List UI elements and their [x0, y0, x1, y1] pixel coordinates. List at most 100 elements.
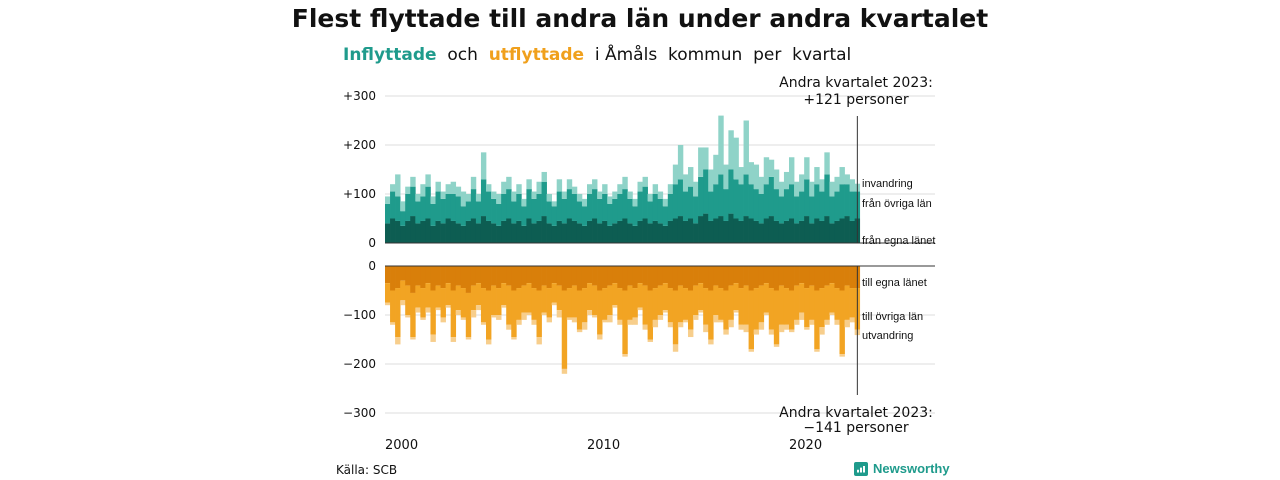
bar-out-other — [602, 288, 608, 320]
bar-out-local — [814, 266, 820, 291]
bar-out-emigration — [773, 344, 780, 347]
bar-out-local — [536, 266, 542, 291]
bar-in-other — [632, 206, 638, 226]
bar-out-other — [475, 283, 482, 306]
bar-out-local — [667, 266, 674, 289]
bar-in-immigration — [465, 194, 472, 202]
bar-in-local — [713, 218, 719, 243]
bar-in-local — [768, 216, 775, 243]
bar-in-immigration — [763, 157, 770, 185]
bar-in-immigration — [425, 174, 431, 187]
bar-out-local — [829, 266, 835, 284]
bar-out-emigration — [455, 310, 462, 315]
bar-in-other — [465, 201, 472, 221]
bar-out-emigration — [496, 315, 502, 320]
bar-out-local — [708, 266, 714, 291]
bar-out-other — [450, 290, 457, 338]
bar-out-emigration — [566, 317, 573, 320]
bar-in-local — [541, 216, 547, 243]
bar-in-other — [809, 196, 815, 224]
bar-in-local — [844, 216, 850, 243]
bar-out-emigration — [526, 312, 532, 315]
bar-in-other — [571, 194, 578, 221]
bar-out-emigration — [819, 327, 825, 335]
bar-out-emigration — [834, 319, 840, 325]
bar-in-other — [642, 186, 648, 219]
bar-in-local — [506, 218, 512, 243]
y-tick-label: +100 — [343, 187, 376, 201]
bar-out-emigration — [652, 319, 659, 328]
bar-out-other — [501, 283, 507, 306]
bar-out-emigration — [743, 324, 749, 333]
bar-in-local — [698, 216, 704, 243]
bar-in-other — [672, 184, 679, 219]
bar-in-local — [561, 223, 568, 243]
bar-in-immigration — [496, 194, 502, 204]
bar-in-immigration — [541, 171, 547, 182]
bar-in-immigration — [460, 191, 467, 207]
bar-in-local — [435, 220, 441, 243]
bar-in-immigration — [430, 196, 436, 204]
bar-out-local — [627, 266, 633, 286]
bar-out-emigration — [602, 319, 608, 323]
bar-out-local — [682, 266, 689, 289]
bar-in-immigration — [682, 174, 689, 192]
bar-in-other — [576, 201, 583, 224]
chart-title: Flest flyttade till andra län under andr… — [291, 4, 989, 33]
bar-in-local — [617, 220, 623, 243]
bar-in-other — [708, 191, 714, 221]
bar-out-local — [425, 266, 431, 284]
bar-in-immigration — [531, 191, 537, 199]
bar-in-local — [682, 220, 689, 243]
bar-in-immigration — [470, 176, 477, 190]
bar-in-other — [783, 189, 790, 221]
bar-in-local — [536, 220, 542, 243]
bar-in-other — [652, 194, 659, 221]
bar-out-local — [763, 266, 770, 284]
bar-in-immigration — [642, 176, 648, 187]
bar-in-immigration — [475, 194, 482, 202]
bar-in-local — [753, 220, 760, 243]
bar-in-immigration — [576, 194, 583, 202]
bar-in-local — [789, 218, 795, 243]
bar-out-local — [789, 266, 795, 291]
bar-in-other — [526, 189, 532, 219]
bar-out-other — [743, 285, 749, 325]
bar-out-other — [763, 283, 770, 313]
bar-out-emigration — [662, 310, 669, 313]
bar-out-local — [491, 266, 497, 286]
bar-out-other — [758, 285, 765, 323]
bar-in-other — [622, 189, 628, 219]
bar-in-local — [475, 223, 482, 243]
bar-in-other — [475, 201, 482, 224]
bar-in-immigration — [748, 162, 754, 185]
bar-in-immigration — [723, 164, 729, 190]
bar-out-other — [465, 292, 472, 338]
bar-out-emigration — [465, 337, 472, 340]
bar-in-other — [425, 186, 431, 219]
bar-out-other — [667, 288, 674, 323]
bar-in-other — [662, 206, 669, 226]
bar-out-emigration — [561, 368, 568, 374]
bar-in-immigration — [677, 145, 684, 180]
bar-in-immigration — [778, 181, 785, 197]
bar-out-other — [637, 283, 643, 308]
bar-out-other — [576, 290, 583, 330]
bar-in-other — [607, 203, 613, 226]
bar-in-immigration — [804, 157, 810, 180]
bar-in-other — [723, 189, 729, 221]
series-label-top: från egna länet — [862, 235, 935, 247]
bar-out-emigration — [501, 305, 507, 308]
bar-out-other — [804, 288, 810, 328]
bar-in-local — [410, 216, 416, 243]
bar-in-local — [622, 218, 628, 243]
bar-in-other — [794, 196, 800, 224]
bar-out-other — [839, 290, 845, 355]
bar-out-other — [819, 288, 825, 328]
bar-in-immigration — [546, 194, 552, 202]
bar-out-other — [496, 288, 502, 315]
bar-out-other — [597, 290, 603, 335]
bar-out-emigration — [622, 354, 628, 357]
bar-in-immigration — [829, 181, 835, 197]
bar-out-emigration — [708, 339, 714, 345]
